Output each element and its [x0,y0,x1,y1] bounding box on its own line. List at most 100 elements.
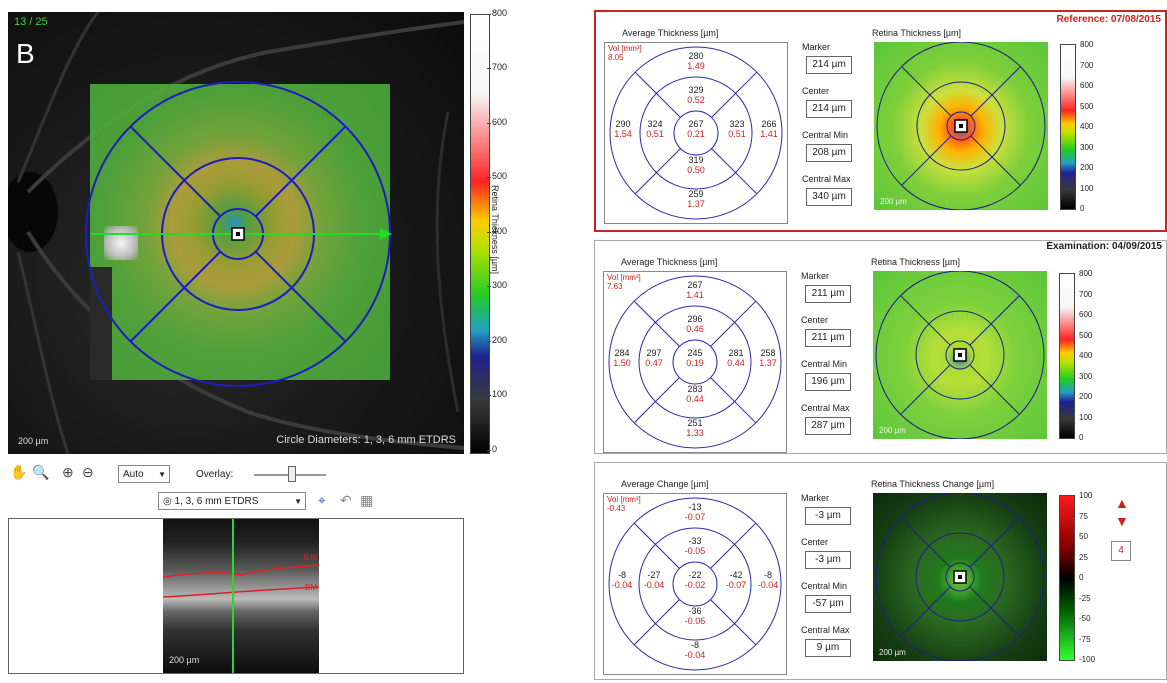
map-colorbar-tick: 800 [1080,40,1094,49]
tick-label: 600 [486,117,508,127]
stat-label: Center [801,315,829,325]
inner-temporal-thickness: 281 [728,348,744,358]
triangle-down-icon[interactable]: ▼ [1115,513,1129,529]
stat-value: 214 µm [806,56,852,74]
center-field-thickness: 267 [688,119,704,129]
zoom-out-icon[interactable]: ⊖ [82,464,94,480]
map-colorbar-tick: 700 [1080,60,1094,70]
fit-icon[interactable]: ⌖ [318,492,326,508]
inner-inferior-thickness: 283 [687,384,703,394]
outer-superior-thickness: 280 [688,51,704,61]
center-field-volume: 0.19 [686,358,704,368]
etdrs-grid-overlay [85,81,392,387]
map-title: Retina Thickness [µm] [871,257,961,267]
map-colorbar-tick: 300 [1079,371,1093,381]
hand-icon[interactable]: ✋ [10,464,28,480]
inner-superior: 329 0.52 [680,85,712,105]
undo-icon[interactable]: ↶ [340,492,352,508]
outer-nasal-thickness: -8 [617,570,626,580]
etdrs-title: Average Thickness [µm] [622,28,719,38]
tick-label: 200 [486,335,508,345]
center-field-thickness: 245 [687,348,703,358]
tick-label: 100 [486,389,508,399]
outer-inferior-thickness: 251 [687,418,703,428]
tick-label: 400 [486,226,508,236]
map-colorbar-tick: 400 [1080,122,1094,131]
stat-value: 214 µm [806,100,852,118]
fundus-image-viewer[interactable]: 13 / 25 B 200 µm Circle Diameters: 1, 3,… [8,12,464,454]
overlay-slider-thumb[interactable] [288,466,296,482]
inner-superior-thickness: 329 [688,85,704,95]
inner-superior-thickness: 296 [687,314,703,324]
inner-nasal: 297 0.47 [638,348,670,368]
map-colorbar-tick: 100 [1079,491,1093,500]
map-colorbar-tick: 500 [1079,330,1093,340]
magnifier-icon[interactable]: 🔍 [32,464,50,480]
zoom-in-icon[interactable]: ⊕ [62,464,74,480]
inner-inferior-thickness: 319 [688,155,704,165]
outer-temporal: 258 1.37 [752,348,784,368]
stat-label: Central Min [801,359,848,369]
thickness-map[interactable]: 200 µm [874,41,1048,211]
outer-inferior-thickness: -8 [690,640,699,650]
panel-letter: B [16,38,35,69]
stat-label: Central Max [801,625,850,635]
outer-nasal-thickness: 290 [615,119,631,129]
map-etdrs-overlay [876,41,1046,211]
inner-inferior: 319 0.50 [680,155,712,175]
etdrs-title: Average Thickness [µm] [621,257,718,267]
center-field: 245 0.19 [679,348,711,368]
triangle-up-icon[interactable]: ▲ [1115,495,1129,511]
grid-type-select[interactable]: ◎ 1, 3, 6 mm ETDRS ▼ [158,492,306,510]
map-colorbar-tick: 500 [1080,101,1094,111]
inner-nasal-thickness: 324 [647,119,663,129]
map-colorbar [1059,273,1075,439]
inner-temporal: -42 -0.07 [720,570,752,590]
outer-inferior: 259 1.37 [680,189,712,209]
bscan-viewer[interactable]: ILM BM 200 µm [8,518,464,674]
map-title: Retina Thickness Change [µm] [871,479,995,489]
colorbar-ticks: 800 700 600 500 400 300 200 100 0 [486,8,522,456]
overlay-mask [90,267,112,380]
map-scale-label: 200 µm [879,648,906,657]
map-colorbar-tick: 300 [1080,142,1094,152]
stat-value: -3 µm [805,551,851,569]
thickness-map[interactable]: 200 µm [873,492,1047,662]
stat-label: Marker [801,271,830,281]
save-icon[interactable]: ▦ [360,492,374,508]
inner-temporal-volume: -0.07 [725,580,747,590]
map-colorbar [1059,495,1075,661]
outer-superior-volume: 1.41 [686,290,704,300]
outer-superior-thickness: 267 [687,280,703,290]
stat-value: -3 µm [805,507,851,525]
etdrs-grid: Vol [mm³] -0.43 -13 -0.07 -33 -0.05 -22 … [603,493,787,675]
vol-label-text: Vol [mm³] [608,44,642,53]
tick-label: 700 [486,62,508,72]
inner-nasal-volume: 0.47 [645,358,663,368]
map-colorbar-tick: 50 [1079,532,1088,541]
center-field-volume: 0.21 [687,129,705,139]
outer-temporal-thickness: 258 [760,348,776,358]
tick-label: 500 [486,171,508,181]
map-colorbar-tick: 25 [1079,552,1088,562]
inner-nasal-volume: 0.51 [646,129,664,139]
vol-label: Vol [mm³] -0.43 [607,495,641,513]
outer-superior-volume: 1.49 [687,61,705,71]
stat-label: Center [801,537,829,547]
zoom-mode-select[interactable]: Auto ▼ [118,465,170,483]
comparison-panel-1: Reference: 07/08/2015 Average Thickness [… [594,10,1167,232]
colorbar-label: Retina Thickness [µm] [490,185,500,275]
map-colorbar-tick: 100 [1080,183,1094,193]
center-field: 267 0.21 [680,119,712,139]
outer-temporal-volume: 1.37 [759,358,777,368]
step-value-box[interactable]: 4 [1111,541,1131,561]
bscan-lines [162,519,320,673]
outer-temporal: 266 1.41 [753,119,785,139]
thickness-map[interactable]: 200 µm [873,270,1047,440]
inner-temporal-thickness: 323 [729,119,745,129]
thickness-colorbar [470,14,490,454]
outer-inferior-thickness: 259 [688,189,704,199]
stat-label: Marker [801,493,830,503]
outer-inferior-volume: -0.04 [684,650,706,660]
map-colorbar-tick: 800 [1079,269,1093,278]
